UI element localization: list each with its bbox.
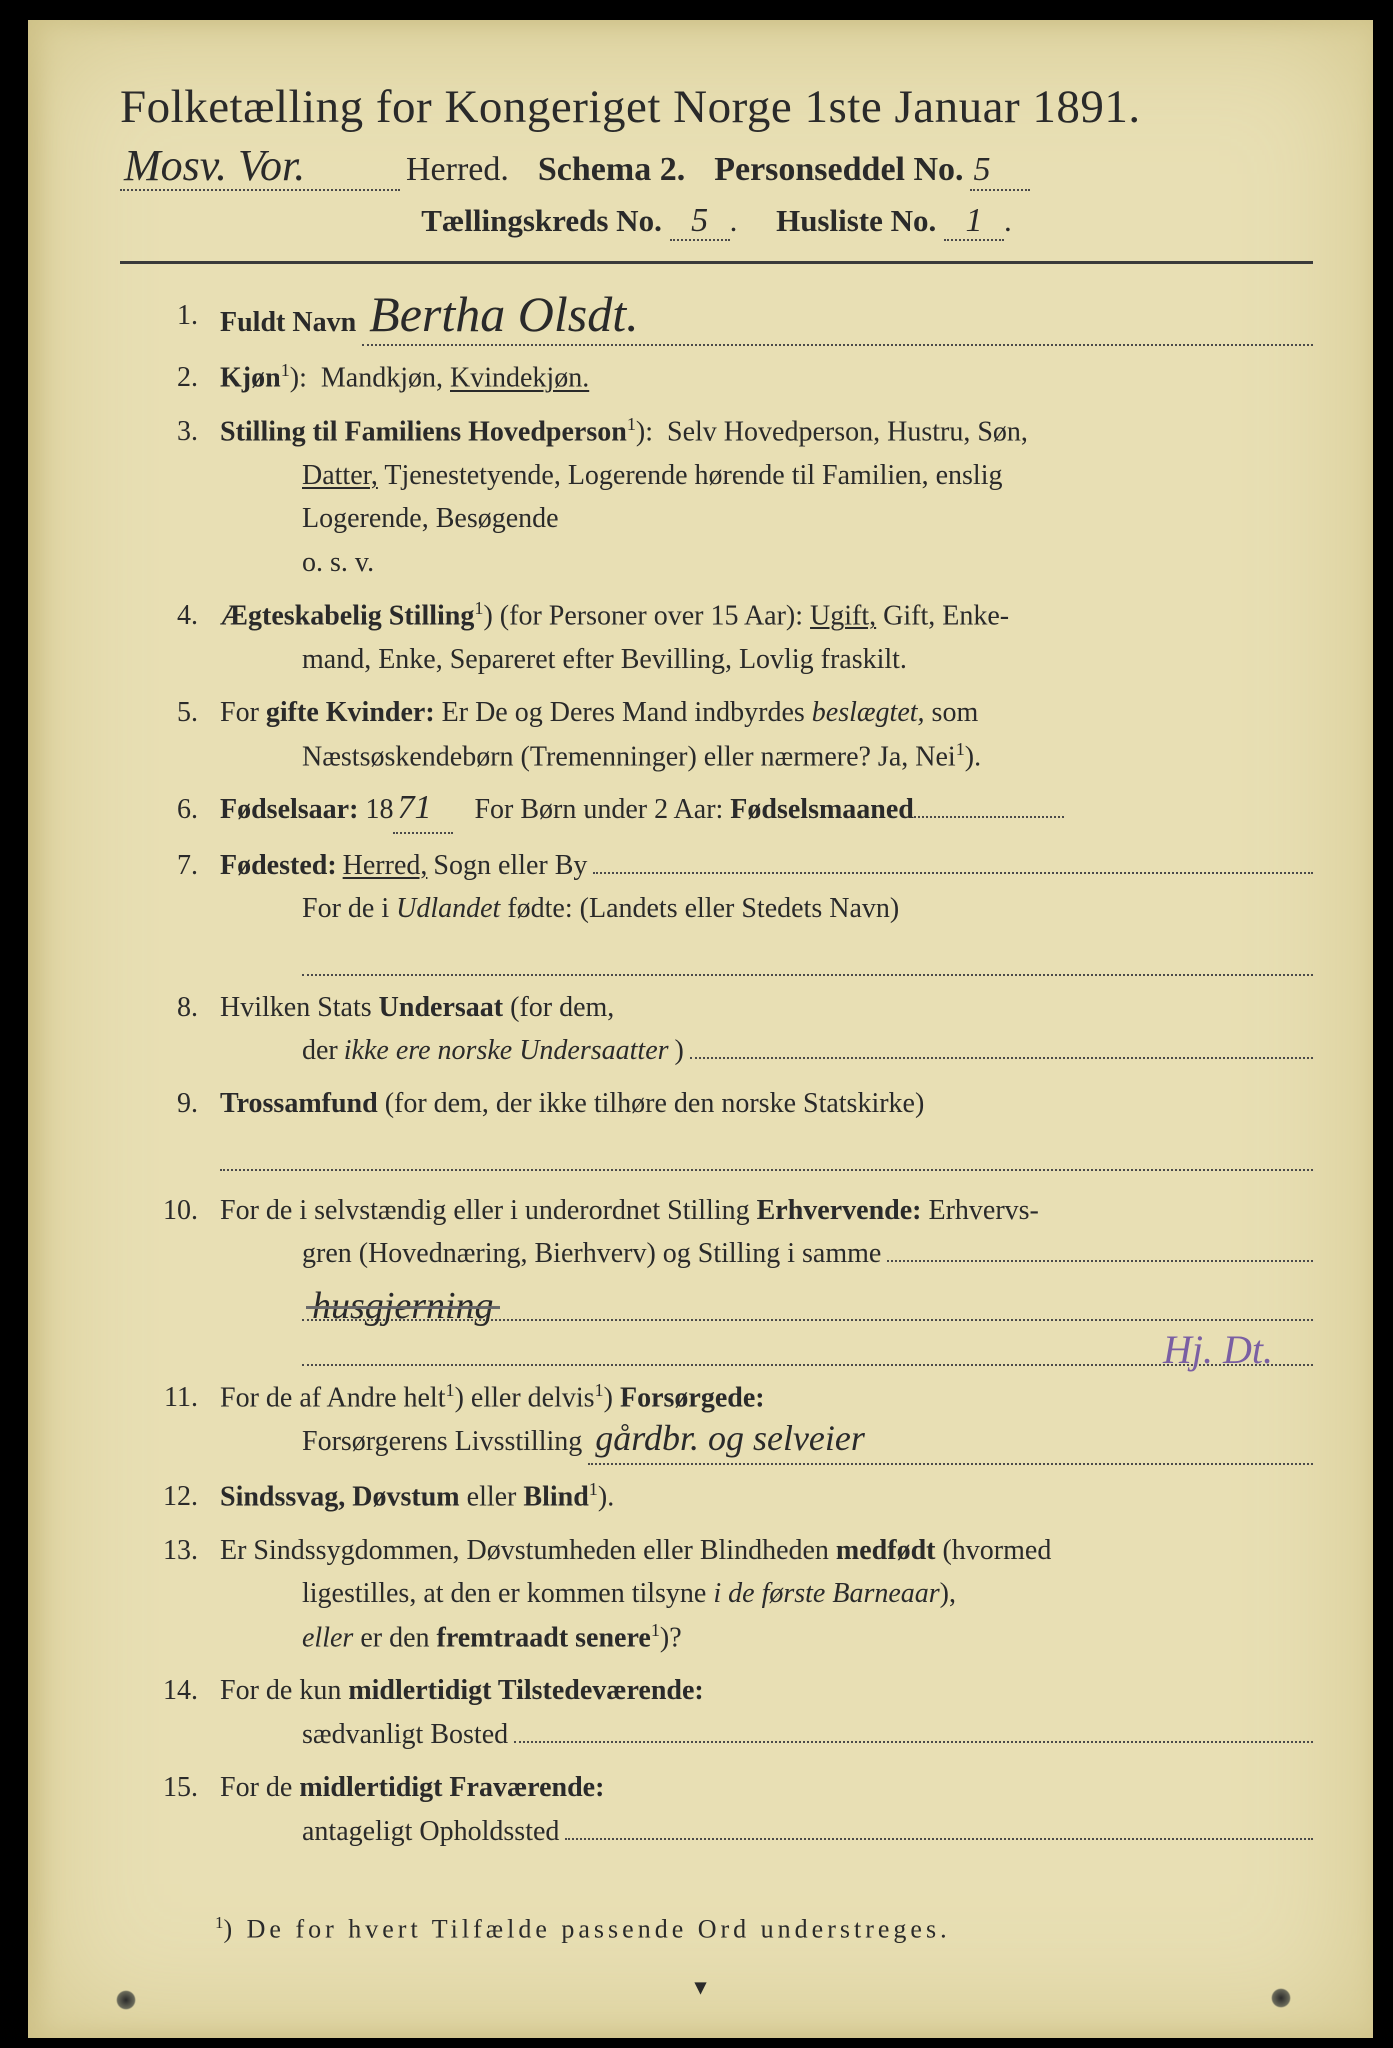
q1-handwriting: Bertha Olsdt. bbox=[369, 294, 638, 334]
personseddel-no-hw: 5 bbox=[974, 156, 991, 183]
q1: Fuldt Navn Bertha Olsdt. bbox=[190, 294, 1313, 346]
q4: Ægteskabelig Stilling1) (for Personer ov… bbox=[190, 594, 1313, 681]
herred-field: Mosv. Vor. bbox=[120, 148, 400, 191]
q7-blank-line bbox=[302, 936, 1313, 975]
q5: For gifte Kvinder: Er De og Deres Mand i… bbox=[190, 691, 1313, 778]
q4-ugift: Ugift, bbox=[810, 600, 876, 631]
taellingskreds-field: 5 bbox=[670, 203, 730, 241]
q10-hw-line1: husgjerning bbox=[302, 1282, 1313, 1321]
center-mark: ▾ bbox=[695, 1974, 706, 2000]
q9-blank-line bbox=[220, 1132, 1313, 1171]
document-content: Folketælling for Kongeriget Norge 1ste J… bbox=[120, 60, 1313, 1945]
herred-line: Mosv. Vor. Herred. Schema 2. Personsedde… bbox=[120, 148, 1313, 191]
q2-mandkjon: Mandkjøn, bbox=[321, 363, 443, 394]
husliste-field: 1 bbox=[944, 203, 1004, 241]
q3-text1: Selv Hovedperson, Hustru, Søn, bbox=[667, 416, 1028, 447]
q11: For de af Andre helt1) eller delvis1) Fo… bbox=[190, 1376, 1313, 1465]
schema-label: Schema 2. bbox=[538, 151, 685, 189]
q4-label: Ægteskabelig Stilling bbox=[220, 600, 474, 631]
q15-field bbox=[565, 1838, 1313, 1840]
q13: Er Sindssygdommen, Døvstumheden eller Bl… bbox=[190, 1529, 1313, 1660]
q8-field bbox=[690, 1057, 1313, 1059]
horizontal-rule bbox=[120, 261, 1313, 264]
q10-hw2: Hj. Dt. bbox=[1163, 1334, 1273, 1366]
q3-datter: Datter, bbox=[302, 460, 378, 491]
q2-kvindekjon: Kvindekjøn. bbox=[450, 363, 589, 394]
q3-line4: o. s. v. bbox=[220, 541, 1313, 584]
q10-hw-line2: Hj. Dt. bbox=[302, 1327, 1313, 1366]
q11-field: gårdbr. og selveier bbox=[588, 1420, 1313, 1465]
q10-field1 bbox=[887, 1260, 1313, 1262]
q10: For de i selvstændig eller i underordnet… bbox=[190, 1189, 1313, 1366]
q2: Kjøn1): Mandkjøn, Kvindekjøn. bbox=[190, 356, 1313, 400]
q6-month-field bbox=[914, 816, 1064, 818]
q7-herred: Herred, bbox=[343, 844, 428, 887]
q3-line2: Datter, Tjenestetyende, Logerende hørend… bbox=[220, 454, 1313, 497]
herred-handwriting: Mosv. Vor. bbox=[124, 148, 305, 183]
taellingskreds-label: Tællingskreds No. bbox=[421, 203, 662, 238]
q1-field: Bertha Olsdt. bbox=[362, 294, 1313, 346]
q7-field bbox=[593, 872, 1313, 874]
main-title: Folketælling for Kongeriget Norge 1ste J… bbox=[120, 80, 1313, 134]
personseddel-label: Personseddel No. bbox=[714, 151, 963, 189]
q7-line2: For de i Udlandet fødte: (Landets eller … bbox=[220, 887, 1313, 930]
question-list: Fuldt Navn Bertha Olsdt. Kjøn1): Mandkjø… bbox=[120, 294, 1313, 1853]
punch-hole bbox=[116, 1990, 136, 2010]
q1-label: Fuldt Navn bbox=[220, 301, 356, 344]
personseddel-no-field: 5 bbox=[970, 151, 1030, 191]
q11-hw: gårdbr. og selveier bbox=[595, 1424, 865, 1453]
q7: Fødested: Herred, Sogn eller By For de i… bbox=[190, 844, 1313, 976]
q6-year-hw: 71 bbox=[397, 794, 431, 821]
q4-line2: mand, Enke, Separeret efter Bevilling, L… bbox=[220, 638, 1313, 681]
q13-line3: eller er den fremtraadt senere1)? bbox=[220, 1616, 1313, 1660]
q8: Hvilken Stats Undersaat (for dem, der ik… bbox=[190, 986, 1313, 1073]
q3: Stilling til Familiens Hovedperson1): Se… bbox=[190, 410, 1313, 584]
q5-line2: Næstsøskendebørn (Tremenninger) eller næ… bbox=[220, 735, 1313, 779]
q15: For de midlertidigt Fraværende: antageli… bbox=[190, 1766, 1313, 1853]
q14-field bbox=[514, 1741, 1313, 1743]
q14: For de kun midlertidigt Tilstedeværende:… bbox=[190, 1669, 1313, 1756]
q2-label: Kjøn bbox=[220, 363, 281, 394]
husliste-hw: 1 bbox=[966, 207, 983, 234]
q9: Trossamfund (for dem, der ikke tilhøre d… bbox=[190, 1082, 1313, 1171]
kreds-line: Tællingskreds No. 5 . Husliste No. 1 . bbox=[120, 203, 1313, 241]
q12: Sindssvag, Døvstum eller Blind1). bbox=[190, 1475, 1313, 1519]
q13-line2: ligestilles, at den er kommen tilsyne i … bbox=[220, 1572, 1313, 1615]
footnote: 1) De for hvert Tilfælde passende Ord un… bbox=[215, 1913, 1313, 1945]
q6: Fødselsaar: 1871 For Børn under 2 Aar: F… bbox=[190, 788, 1313, 833]
herred-label: Herred. bbox=[406, 151, 509, 189]
punch-hole bbox=[1271, 1988, 1291, 2008]
q3-line3: Logerende, Besøgende bbox=[220, 497, 1313, 540]
husliste-label: Husliste No. bbox=[776, 203, 936, 238]
q10-hw1: husgjerning bbox=[312, 1291, 494, 1321]
q3-label: Stilling til Familiens Hovedperson bbox=[220, 416, 627, 447]
taellingskreds-hw: 5 bbox=[691, 207, 708, 234]
